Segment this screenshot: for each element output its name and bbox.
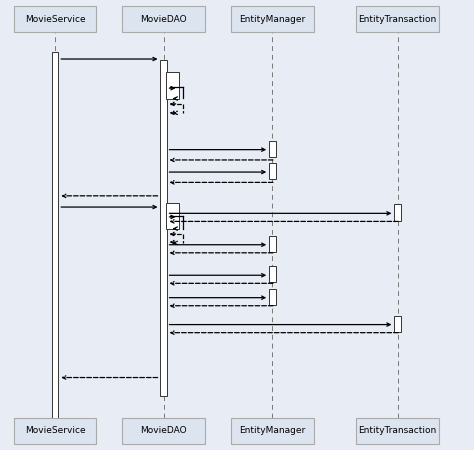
Bar xyxy=(269,141,276,157)
Bar xyxy=(166,72,179,99)
Bar xyxy=(394,204,401,220)
Bar xyxy=(122,6,205,32)
Bar xyxy=(269,266,276,283)
Text: EntityManager: EntityManager xyxy=(239,14,306,23)
Text: EntityManager: EntityManager xyxy=(239,427,306,436)
Text: MovieService: MovieService xyxy=(25,14,85,23)
Text: MovieService: MovieService xyxy=(25,427,85,436)
Bar xyxy=(122,418,205,444)
Bar xyxy=(231,6,314,32)
Bar xyxy=(160,60,166,396)
Text: EntityTransaction: EntityTransaction xyxy=(358,427,437,436)
Bar xyxy=(269,163,276,179)
Bar xyxy=(14,418,96,444)
Bar xyxy=(14,6,96,32)
Bar xyxy=(356,418,439,444)
Bar xyxy=(269,236,276,252)
Bar xyxy=(231,418,314,444)
Text: EntityTransaction: EntityTransaction xyxy=(358,14,437,23)
Bar xyxy=(52,52,58,443)
Bar xyxy=(356,6,439,32)
Bar xyxy=(269,289,276,305)
Bar xyxy=(166,202,179,230)
Bar xyxy=(394,315,401,332)
Text: MovieDAO: MovieDAO xyxy=(140,427,187,436)
Text: MovieDAO: MovieDAO xyxy=(140,14,187,23)
